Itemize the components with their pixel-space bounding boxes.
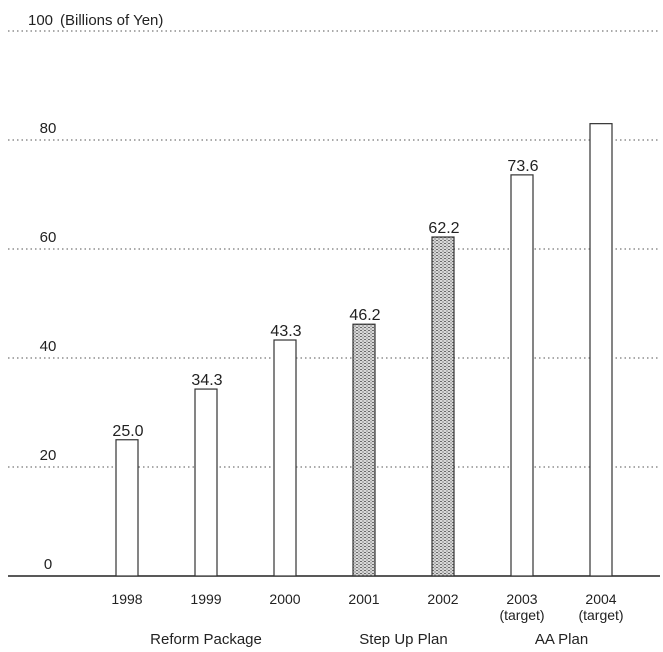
y-tick-label-40: 40 — [40, 338, 57, 355]
data-label-2003: 73.6 — [507, 158, 538, 175]
bar-2001 — [352, 323, 376, 577]
data-label-2002: 62.2 — [428, 220, 459, 237]
data-label-1999: 34.3 — [191, 372, 222, 389]
y-tick-label-0: 0 — [44, 556, 52, 573]
x-tick-label-2003: 2003 — [506, 591, 537, 607]
y-tick-label-20: 20 — [40, 447, 57, 464]
data-label-2001: 46.2 — [349, 307, 380, 324]
phase-label-3: AA Plan — [535, 631, 588, 648]
x-tick-label-2002: 2002 — [427, 591, 458, 607]
x-axis-labels: 1998 1999 2000 2001 2002 2003(target)2004(tar… — [111, 591, 623, 623]
bars — [115, 123, 613, 577]
x-tick-label-2000: 2000 — [269, 591, 300, 607]
data-label-1998: 25.0 — [112, 423, 143, 440]
x-tick-note-2003: (target) — [499, 607, 544, 623]
y-axis: (Billions of Yen) 0 20 40 60 80 100 — [28, 12, 163, 573]
bar-1998 — [115, 439, 139, 577]
x-tick-label-1999: 1999 — [190, 591, 221, 607]
bar-1999 — [194, 388, 218, 577]
y-axis-unit-label: (Billions of Yen) — [60, 12, 163, 29]
y-tick-label-60: 60 — [40, 229, 57, 246]
phase-labels: Reform Package Step Up Plan AA Plan — [150, 631, 588, 648]
bar-2000 — [273, 339, 297, 577]
bar-2003 — [510, 174, 534, 577]
x-tick-note-2004: (target) — [578, 607, 623, 623]
x-tick-label-2004: 2004 — [585, 591, 616, 607]
phase-label-1: Reform Package — [150, 631, 262, 648]
data-labels: 25.0 34.3 43.3 46.2 62.2 73.6 — [112, 158, 538, 440]
y-tick-label-100: 100 — [28, 12, 53, 29]
data-label-2000: 43.3 — [270, 323, 301, 340]
phase-label-2: Step Up Plan — [359, 631, 447, 648]
x-tick-label-1998: 1998 — [111, 591, 142, 607]
y-tick-label-80: 80 — [40, 120, 57, 137]
x-tick-label-2001: 2001 — [348, 591, 379, 607]
bar-2004 — [589, 123, 613, 577]
grid-lines — [8, 30, 660, 577]
bar-2002 — [431, 236, 455, 577]
